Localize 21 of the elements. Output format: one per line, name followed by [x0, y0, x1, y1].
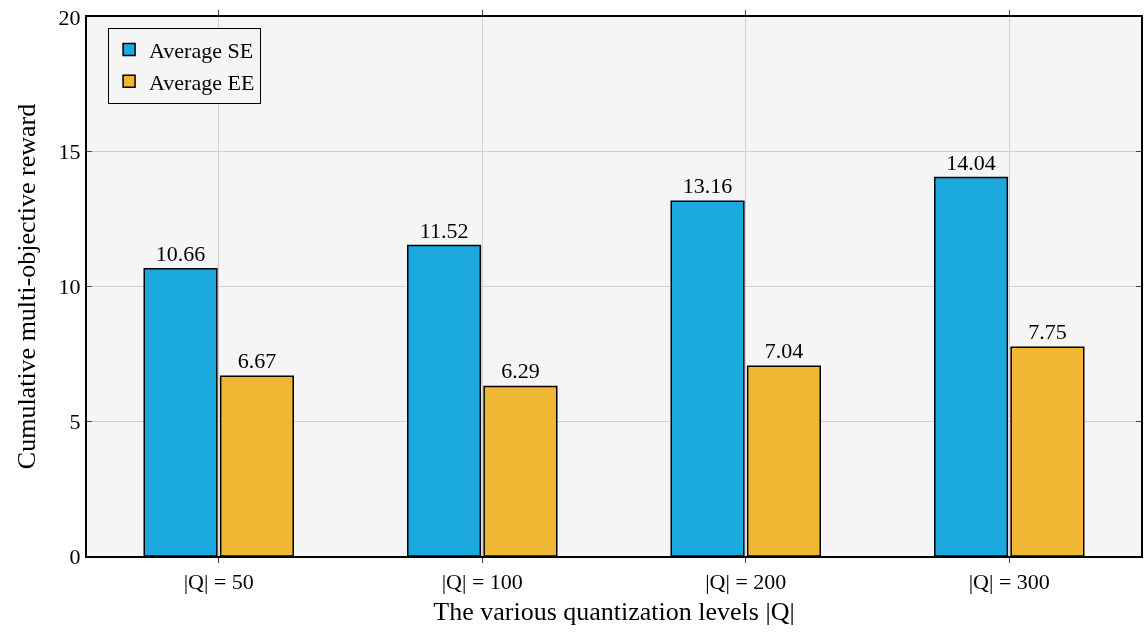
y-tick-label: 10 — [58, 274, 81, 300]
legend-label: Average EE — [149, 69, 255, 95]
data-label: 7.04 — [764, 338, 804, 364]
data-label: 14.04 — [946, 149, 996, 175]
data-label: 10.66 — [155, 240, 206, 266]
legend-label: Average SE — [149, 38, 254, 64]
x-axis-title: The various quantization levels |Q| — [433, 596, 795, 626]
y-tick-label: 15 — [58, 139, 81, 165]
y-tick-label: 0 — [69, 543, 81, 569]
data-label: 13.16 — [682, 173, 733, 199]
data-label: 7.75 — [1028, 319, 1067, 345]
y-tick-label: 20 — [58, 4, 81, 30]
y-tick-label: 5 — [69, 408, 81, 434]
x-tick-label: |Q| = 50 — [183, 569, 254, 595]
data-label: 11.52 — [419, 217, 469, 243]
y-axis-title: Cumulative multi-objective reward — [12, 103, 42, 470]
x-tick-label: |Q| = 300 — [968, 569, 1050, 595]
x-tick-label: |Q| = 200 — [705, 569, 787, 595]
data-label: 6.29 — [501, 358, 540, 384]
x-tick-label: |Q| = 100 — [441, 569, 523, 595]
data-label: 6.67 — [237, 348, 277, 374]
